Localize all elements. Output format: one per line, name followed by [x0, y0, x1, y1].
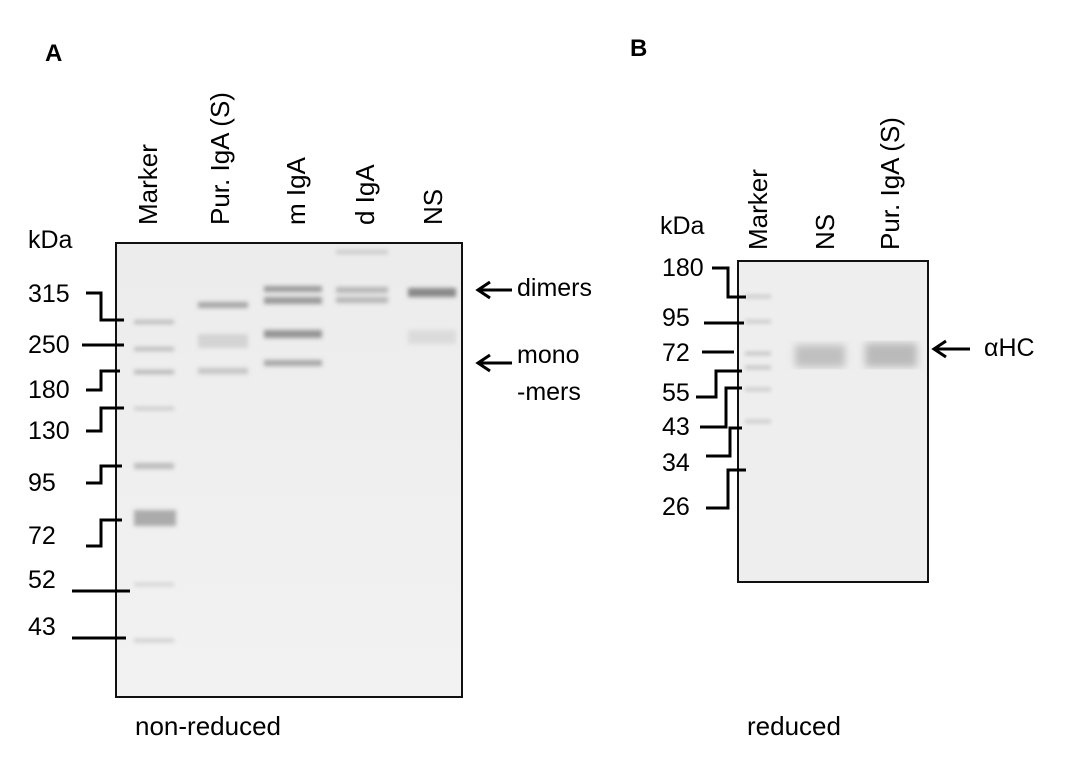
panel-a-letter: A — [45, 40, 63, 67]
gel-b-arrow — [931, 339, 970, 359]
gel-a-lane-migA-bands — [264, 286, 322, 366]
panel-a-lane-ns: NS — [418, 188, 448, 225]
panel-b-lane-marker: Marker — [743, 169, 773, 250]
panel-b-marker-55: 55 — [662, 379, 690, 407]
panel-b-marker-72: 72 — [662, 339, 690, 367]
panel-a-lane-d-iga: d IgA — [350, 164, 380, 225]
panel-b-marker-43: 43 — [662, 413, 690, 441]
panel-a-annotation-dimers: dimers — [517, 274, 593, 302]
gel-a-marker-bands — [134, 320, 176, 642]
panel-b-marker-34: 34 — [662, 449, 690, 477]
panel-a-marker-315: 315 — [28, 280, 70, 308]
panel-a-lane-marker: Marker — [133, 144, 163, 225]
panel-a-marker-52: 52 — [28, 566, 56, 594]
panel-a-condition: non-reduced — [135, 711, 281, 741]
gel-a-arrows — [475, 280, 512, 373]
panel-b-condition: reduced — [747, 711, 841, 741]
panel-a-kda-label: kDa — [28, 226, 73, 254]
gel-a-lane-digA-bands — [336, 250, 388, 303]
panel-a-marker-250: 250 — [28, 331, 70, 359]
panel-b-marker-180: 180 — [662, 254, 704, 282]
panel-b-lane-pur-iga: Pur. IgA (S) — [875, 117, 905, 250]
gel-b-sample-bands — [795, 343, 917, 367]
panel-b-letter: B — [630, 35, 648, 62]
panel-a-lane-m-iga: m IgA — [281, 157, 311, 225]
gel-b-marker-lines — [696, 266, 746, 510]
panel-a-lane-pur-iga: Pur. IgA (S) — [205, 92, 235, 225]
gel-a-lane-ns-bands — [408, 288, 456, 344]
panel-b-lane-ns: NS — [810, 213, 840, 250]
panel-b-marker-26: 26 — [662, 493, 690, 521]
panel-a-marker-180: 180 — [28, 376, 70, 404]
panel-a-marker-95: 95 — [28, 469, 56, 497]
panel-a-annotation-mono: mono — [517, 341, 580, 369]
panel-b-marker-95: 95 — [662, 304, 690, 332]
gel-a — [115, 242, 463, 698]
panel-a-marker-130: 130 — [28, 417, 70, 445]
panel-a-annotation-mers: -mers — [517, 378, 581, 406]
panel-a-marker-72: 72 — [28, 522, 56, 550]
gel-a-lane-pur-bands — [198, 302, 248, 374]
gel-a-marker-lines — [72, 291, 130, 640]
panel-b-annotation-ahc: αHC — [984, 334, 1035, 362]
panel-b-kda-label: kDa — [660, 212, 705, 240]
panel-a-marker-43: 43 — [28, 613, 56, 641]
gel-b-marker-bands — [745, 295, 771, 423]
